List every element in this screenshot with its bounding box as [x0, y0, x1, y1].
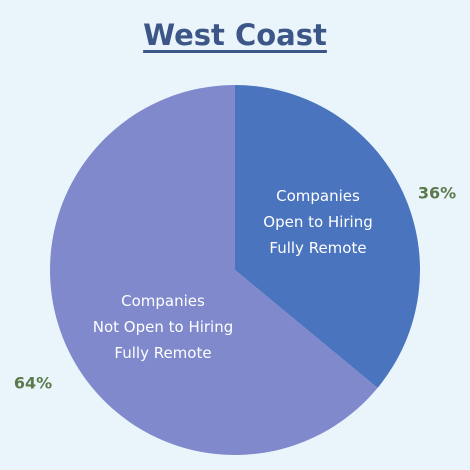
- chart-title: West Coast: [143, 18, 327, 52]
- pie-slice: [235, 85, 420, 388]
- slice-label: Companies Not Open to Hiring Fully Remot…: [92, 292, 234, 362]
- pie-slice: [49, 85, 378, 456]
- value-label: 36%: [417, 183, 457, 203]
- slice-label: Companies Open to Hiring Fully Remote: [263, 187, 373, 257]
- value-label: 64%: [13, 373, 53, 393]
